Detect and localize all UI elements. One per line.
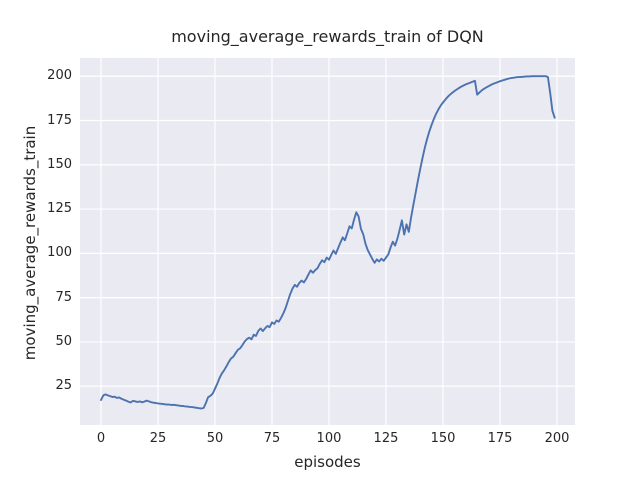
x-tick-label: 0 bbox=[96, 431, 106, 446]
y-tick-label: 25 bbox=[55, 378, 72, 394]
y-tick-label: 50 bbox=[55, 333, 72, 349]
x-tick-label: 50 bbox=[206, 431, 224, 446]
y-tick-label: 75 bbox=[55, 289, 72, 305]
x-axis-label: episodes bbox=[294, 453, 361, 471]
y-tick-label: 125 bbox=[47, 201, 72, 217]
x-tick-label: 175 bbox=[487, 431, 513, 446]
x-tick-label: 75 bbox=[263, 431, 281, 446]
x-tick-label: 100 bbox=[316, 431, 342, 446]
y-tick-label: 150 bbox=[47, 156, 72, 172]
x-tick-label: 200 bbox=[544, 431, 570, 446]
chart-title: moving_average_rewards_train of DQN bbox=[171, 27, 484, 46]
x-tick-label: 25 bbox=[149, 431, 167, 446]
y-tick-label: 175 bbox=[47, 112, 72, 128]
x-tick-label: 150 bbox=[430, 431, 456, 446]
x-tick-label: 125 bbox=[373, 431, 399, 446]
y-tick-label: 100 bbox=[47, 245, 72, 261]
y-tick-label: 200 bbox=[47, 68, 72, 84]
reward-line-series bbox=[100, 75, 556, 410]
plot-background bbox=[80, 58, 575, 425]
